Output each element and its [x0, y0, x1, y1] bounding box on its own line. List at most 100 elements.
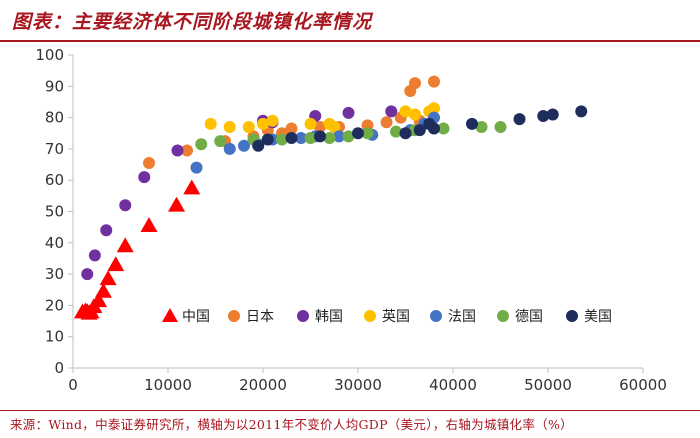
data-point	[223, 120, 236, 133]
data-point	[295, 131, 307, 144]
data-point	[466, 117, 478, 130]
x-tick-label: 10000	[144, 376, 192, 394]
data-point	[81, 268, 94, 281]
data-point	[399, 105, 412, 118]
data-point	[181, 144, 193, 157]
data-point	[390, 125, 402, 138]
legend-label: 法国	[448, 309, 476, 325]
y-tick-label: 50	[45, 203, 64, 221]
legend-label: 日本	[246, 309, 274, 325]
chart-title: 图表：主要经济体不同阶段城镇化率情况	[12, 11, 373, 33]
data-point	[428, 102, 440, 115]
legend-label: 德国	[515, 309, 543, 325]
legend-marker	[364, 310, 376, 322]
data-point	[304, 117, 317, 130]
data-point	[475, 120, 488, 133]
data-point	[223, 142, 236, 155]
series-英国	[204, 102, 440, 133]
data-point	[266, 114, 279, 127]
y-tick-label: 90	[45, 77, 64, 95]
data-point	[494, 120, 507, 133]
data-point	[100, 224, 113, 237]
legend-item: 德国	[497, 309, 543, 325]
legend-marker	[430, 310, 442, 322]
x-tick-label: 60000	[619, 376, 667, 394]
legend-item: 中国	[162, 308, 210, 325]
series-中国	[74, 179, 201, 320]
source-divider	[0, 410, 700, 411]
data-point	[119, 199, 132, 212]
data-point	[238, 139, 250, 152]
x-tick-label: 0	[68, 376, 78, 394]
data-point	[261, 133, 274, 146]
legend-item: 英国	[364, 308, 410, 325]
x-tick-label: 50000	[524, 376, 572, 394]
data-point	[214, 135, 227, 148]
data-point	[333, 130, 345, 143]
data-points	[74, 75, 588, 320]
legend-item: 韩国	[297, 309, 343, 325]
data-point	[428, 75, 440, 88]
y-tick-label: 10	[45, 328, 64, 346]
data-point	[168, 196, 186, 212]
data-point	[385, 105, 398, 118]
data-point	[252, 139, 265, 152]
legend-item: 美国	[566, 309, 612, 325]
data-point	[352, 127, 364, 140]
data-point	[285, 131, 298, 144]
data-point	[190, 161, 203, 174]
x-tick-label: 40000	[429, 376, 477, 394]
data-point	[99, 270, 117, 286]
data-point	[276, 133, 288, 146]
source-note: 来源：Wind，中泰证券研究所，横轴为以2011年不变价人均GDP（美元），右轴…	[10, 417, 573, 432]
legend-item: 日本	[228, 309, 274, 325]
data-point	[575, 105, 588, 118]
data-point	[314, 120, 326, 133]
data-point	[285, 122, 298, 135]
data-point	[323, 131, 336, 144]
axes: 0 10 20 30 40 50 60 70 80 90 100 0 10000 20000 30000 40…	[35, 46, 667, 394]
data-point	[94, 282, 112, 298]
legend-label: 美国	[584, 309, 612, 325]
legend-marker	[228, 310, 240, 322]
x-tick-label: 30000	[334, 376, 382, 394]
data-point	[437, 122, 450, 135]
data-point	[195, 138, 208, 151]
data-point	[409, 108, 421, 121]
data-point	[399, 127, 412, 140]
data-point	[513, 113, 526, 126]
data-point	[183, 179, 201, 195]
data-point	[342, 106, 355, 119]
data-point	[314, 130, 326, 143]
legend: 中国 日本 韩国 英国 法国 德国 美国	[162, 308, 612, 325]
data-point	[328, 120, 341, 133]
legend-label: 中国	[182, 309, 210, 325]
y-tick-label: 30	[45, 265, 64, 283]
data-point	[304, 131, 317, 144]
legend-marker	[162, 308, 178, 322]
data-point	[116, 237, 134, 253]
y-tick-label: 20	[45, 296, 64, 314]
data-point	[409, 77, 421, 90]
data-point	[361, 127, 374, 140]
data-point	[413, 124, 426, 137]
series-日本	[143, 75, 440, 169]
y-tick-label: 70	[45, 140, 64, 158]
data-point	[537, 110, 550, 123]
data-point	[138, 171, 151, 184]
data-point	[546, 108, 559, 121]
legend-marker	[566, 310, 578, 322]
data-point	[88, 249, 101, 262]
data-point	[143, 156, 155, 169]
data-point	[342, 130, 355, 143]
title-bar: 图表：主要经济体不同阶段城镇化率情况	[0, 0, 700, 42]
legend-item: 法国	[430, 309, 476, 325]
y-tick-label: 100	[35, 46, 64, 64]
data-point	[171, 144, 184, 157]
data-point	[90, 292, 108, 308]
data-point	[380, 116, 393, 129]
legend-label: 英国	[382, 308, 410, 325]
y-tick-label: 80	[45, 109, 64, 127]
data-point	[140, 217, 158, 232]
